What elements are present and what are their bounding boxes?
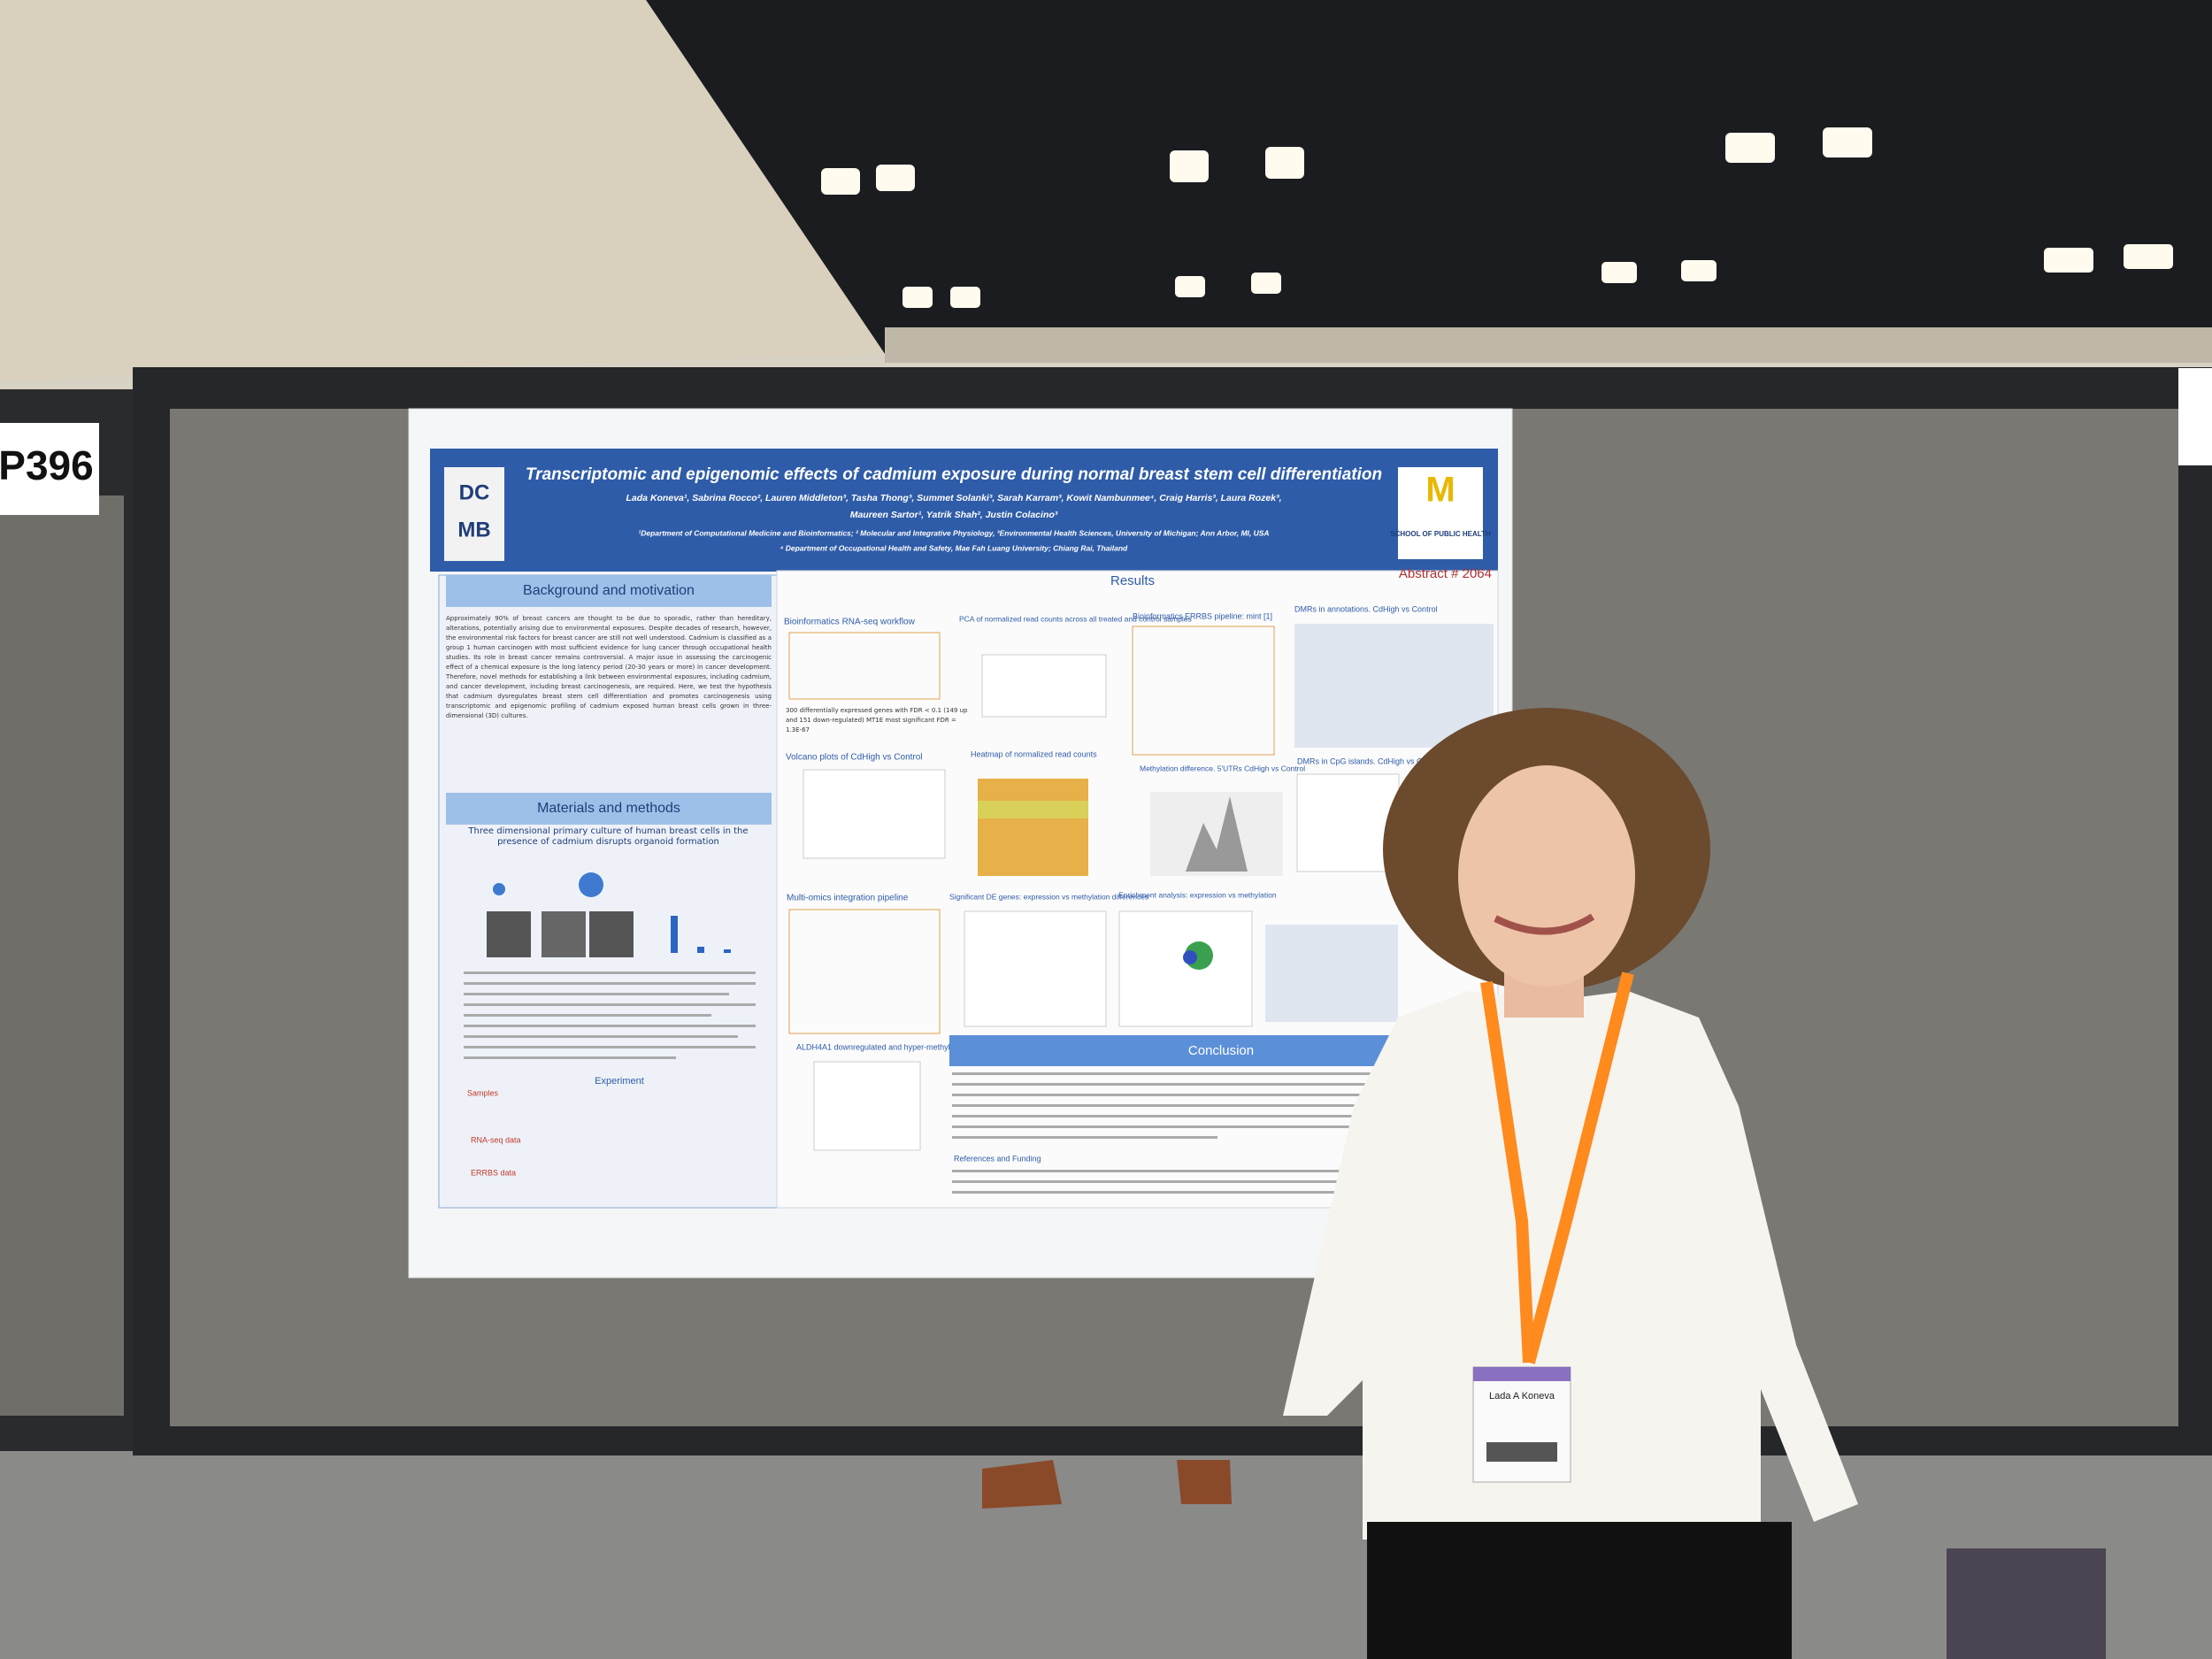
panel-title: Bioinformatics ERRBS pipeline: mint [1]	[1133, 611, 1272, 620]
panel-title: Enrichment analysis: expression vs methy…	[1118, 890, 1277, 899]
logo-right	[1398, 467, 1483, 559]
chair	[1947, 1548, 2106, 1659]
de-note: 300 differentially expressed genes with …	[786, 707, 968, 733]
background-text: Approximately 90% of breast cancers are …	[446, 615, 772, 719]
methods-text-lines	[464, 972, 756, 1059]
panel-title: Volcano plots of CdHigh vs Control	[786, 753, 923, 763]
logo-left	[444, 467, 504, 561]
poster-header	[430, 449, 1498, 572]
subsection-label: Samples	[467, 1088, 499, 1097]
subsection-label: ERRBS data	[471, 1168, 516, 1177]
affiliation: ¹Department of Computational Medicine an…	[638, 528, 1269, 537]
panel-title: Bioinformatics RNA-seq workflow	[784, 618, 916, 627]
left-fabric	[0, 495, 124, 1416]
next-sign	[2178, 368, 2212, 465]
badge-name: Lada A Koneva	[1489, 1391, 1555, 1402]
authors: Maureen Sartor¹, Yatrik Shah², Justin Co…	[850, 510, 1058, 520]
ceiling-lights	[821, 127, 2173, 308]
abstract-number: Abstract # 2064	[1399, 566, 1492, 581]
background-text-box: Approximately 90% of breast cancers are …	[446, 615, 772, 719]
result-panel-titles: Bioinformatics RNA-seq workflow PCA of n…	[784, 604, 1442, 1051]
section-header	[446, 575, 772, 607]
conclusion-text-lines	[952, 1072, 1394, 1194]
floor	[0, 1433, 2212, 1659]
shoe	[982, 1460, 1062, 1509]
logo-left-text: DC	[459, 480, 490, 504]
methods-sub-box: Three dimensional primary culture of hum…	[468, 826, 749, 847]
authors: Lada Koneva¹, Sabrina Rocco², Lauren Mid…	[626, 493, 1282, 503]
poster-title: Transcriptomic and epigenomic effects of…	[526, 465, 1382, 484]
section-header	[446, 793, 772, 825]
panel-title: ALDH4A1 downregulated and hyper-methylat…	[796, 1042, 1002, 1051]
panel-title: Significant DE genes: expression vs meth…	[949, 892, 1148, 901]
booth-sign	[0, 423, 99, 515]
panel-title: Multi-omics integration pipeline	[787, 894, 909, 903]
result-figures	[788, 624, 1494, 1151]
panel-title: PCA of normalized read counts across all…	[959, 614, 1192, 623]
methods-subheading: Three dimensional primary culture of hum…	[468, 826, 749, 847]
logo-right-letter: M	[1425, 471, 1455, 510]
person	[1283, 708, 1858, 1659]
ceiling	[646, 0, 2212, 354]
panel-title: Methylation difference. 5'UTRs CdHigh vs…	[1140, 764, 1305, 772]
section-heading: Materials and methods	[537, 801, 680, 816]
side-wall	[0, 0, 885, 380]
section-heading: Conclusion	[1188, 1043, 1254, 1058]
panel-title: DMRs in annotations. CdHigh vs Control	[1294, 604, 1438, 613]
subsection-heading: References and Funding	[954, 1154, 1041, 1163]
section-heading: Results	[1110, 573, 1155, 588]
booth-number: P396	[0, 442, 94, 488]
subsection-label: RNA-seq data	[471, 1135, 521, 1144]
de-note-box: 300 differentially expressed genes with …	[786, 707, 968, 733]
subsection-heading: Experiment	[595, 1076, 644, 1087]
section-heading: Background and motivation	[523, 583, 695, 598]
panel-title: Heatmap of normalized read counts	[971, 749, 1097, 758]
back-wall	[885, 327, 2212, 363]
panel-title: DMRs in CpG islands. CdHigh vs Control	[1297, 757, 1442, 765]
affiliation: ⁴ Department of Occupational Health and …	[780, 543, 1128, 552]
shoe	[1177, 1460, 1232, 1504]
logo-left-text: MB	[457, 518, 490, 541]
organoid-figure	[487, 872, 731, 957]
logo-right-name: SCHOOL OF PUBLIC HEALTH	[1390, 530, 1491, 538]
